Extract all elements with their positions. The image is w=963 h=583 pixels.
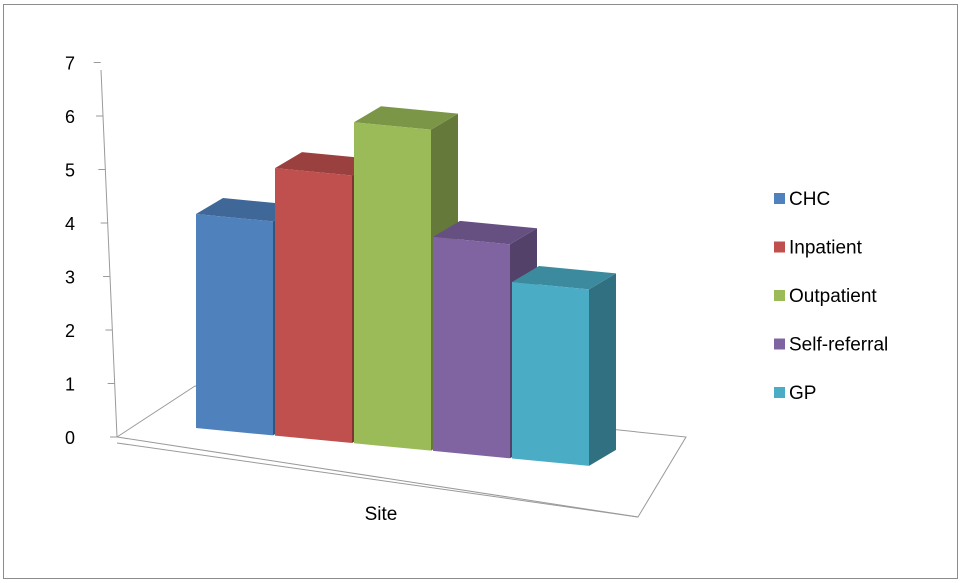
bar-front-face — [354, 122, 431, 451]
legend-item: CHC — [774, 189, 830, 210]
bar-front-face — [196, 214, 273, 436]
legend-swatch — [774, 290, 785, 301]
y-axis-line — [100, 69, 118, 438]
bar-top-face — [275, 152, 379, 176]
y-tick-label: 5 — [65, 161, 75, 181]
y-tick-label: 2 — [65, 321, 75, 341]
y-tick-label: 4 — [65, 214, 75, 234]
bar-top-face — [354, 106, 458, 130]
bar-front-face — [275, 168, 352, 444]
x-axis-line — [116, 442, 639, 518]
y-tick-label: 7 — [65, 54, 75, 74]
axes-layer — [100, 69, 687, 518]
legend: CHC Inpatient Outpatient Self-referral GP — [774, 189, 888, 404]
legend-item: Inpatient — [774, 238, 863, 259]
y-tick-label: 6 — [65, 107, 75, 127]
legend-item: GP — [774, 383, 816, 404]
bar-top-face — [433, 220, 537, 245]
legend-item: Outpatient — [774, 286, 877, 307]
legend-swatch — [774, 193, 785, 204]
bar-side-face — [589, 273, 616, 466]
y-ticks: 0 1 2 3 4 5 6 7 — [65, 54, 117, 448]
legend-item: Self-referral — [774, 335, 888, 356]
bar-top-face — [512, 265, 616, 290]
x-category-label: Site — [365, 504, 398, 525]
bar-gp — [512, 265, 616, 466]
legend-label: CHC — [789, 189, 830, 210]
legend-label: GP — [789, 383, 816, 404]
legend-label: Inpatient — [789, 238, 863, 259]
floor-plane — [115, 385, 687, 518]
y-tick-label: 1 — [65, 375, 75, 395]
y-tick-label: 3 — [65, 268, 75, 288]
legend-swatch — [774, 338, 785, 350]
legend-label: Outpatient — [789, 286, 877, 307]
bar-top-face — [196, 198, 300, 222]
bar-front-face — [433, 236, 510, 459]
legend-label: Self-referral — [789, 335, 888, 356]
bars-layer — [196, 106, 616, 466]
y-tick-label: 0 — [65, 428, 75, 448]
bar-front-face — [512, 281, 589, 466]
legend-swatch — [774, 387, 785, 398]
category-labels: Site — [365, 504, 398, 525]
legend-swatch — [774, 241, 785, 253]
